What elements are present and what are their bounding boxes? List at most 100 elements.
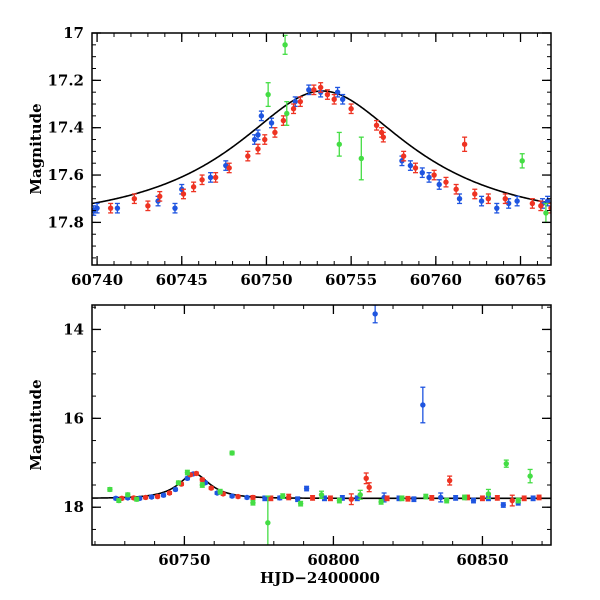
data-point xyxy=(420,402,426,408)
y-tick-label: 17.2 xyxy=(47,71,84,89)
data-point xyxy=(470,497,477,504)
data-point xyxy=(199,476,205,483)
data-point xyxy=(317,84,324,91)
y-tick-label: 16 xyxy=(63,409,84,427)
data-point xyxy=(212,174,219,181)
data-point xyxy=(336,497,343,504)
data-point xyxy=(148,494,155,500)
data-point xyxy=(485,196,492,202)
data-point xyxy=(366,484,372,490)
data-point xyxy=(372,311,378,317)
data-point xyxy=(262,136,268,143)
data-point xyxy=(479,495,486,502)
data-point xyxy=(180,191,187,197)
data-point xyxy=(494,495,501,501)
data-point xyxy=(175,480,182,486)
data-point xyxy=(429,495,435,501)
data-point xyxy=(527,473,533,479)
data-point xyxy=(321,495,328,502)
data-point xyxy=(280,493,286,499)
data-point xyxy=(461,141,468,147)
data-point xyxy=(453,186,459,192)
data-point xyxy=(378,499,384,505)
data-point xyxy=(272,129,278,136)
y-tick-label: 14 xyxy=(63,320,84,338)
data-point xyxy=(107,486,113,493)
data-point xyxy=(134,496,140,502)
data-point xyxy=(461,494,468,501)
y-axis-label: Magnitude xyxy=(27,103,45,194)
data-point xyxy=(485,491,492,497)
x-tick-label: 60755 xyxy=(325,271,377,289)
data-point xyxy=(145,203,151,209)
data-point xyxy=(184,469,191,476)
data-point xyxy=(284,110,290,117)
data-point xyxy=(166,490,173,496)
data-point xyxy=(478,198,485,204)
data-point xyxy=(515,497,521,504)
data-point xyxy=(411,496,417,502)
series-1 xyxy=(119,470,542,507)
data-point xyxy=(268,495,274,502)
plot-data-area xyxy=(92,34,551,224)
data-point xyxy=(107,205,114,211)
data-point xyxy=(431,172,437,178)
data-point xyxy=(358,155,365,162)
data-point xyxy=(318,492,325,498)
data-point xyxy=(334,89,341,95)
data-point xyxy=(297,500,304,507)
data-point xyxy=(114,205,121,211)
data-point xyxy=(521,495,527,502)
data-point xyxy=(519,158,525,164)
series-0 xyxy=(92,84,551,216)
data-point xyxy=(245,153,251,159)
data-point xyxy=(311,87,317,93)
data-point xyxy=(412,165,419,171)
data-point xyxy=(505,200,512,207)
data-point xyxy=(265,91,271,98)
y-tick-label: 17.8 xyxy=(47,213,84,231)
data-point xyxy=(446,477,453,484)
x-tick-label: 60740 xyxy=(71,271,123,289)
data-point xyxy=(494,205,500,211)
y-tick-label: 17 xyxy=(63,24,84,42)
data-point xyxy=(543,210,549,216)
data-point xyxy=(530,495,536,502)
data-point xyxy=(255,132,261,138)
data-point xyxy=(172,205,178,211)
data-point xyxy=(363,475,369,482)
data-point xyxy=(297,98,304,105)
data-point xyxy=(282,42,288,48)
data-point xyxy=(116,497,122,504)
y-tick-label: 18 xyxy=(63,498,84,516)
series-2 xyxy=(265,34,549,224)
series-1 xyxy=(107,82,551,214)
data-point xyxy=(400,153,407,159)
data-point xyxy=(503,460,509,467)
data-point xyxy=(268,120,275,126)
data-point xyxy=(324,91,331,98)
data-point xyxy=(255,146,261,152)
data-point xyxy=(172,486,179,493)
x-tick-label: 60750 xyxy=(240,271,292,289)
series-0 xyxy=(113,305,536,508)
data-point xyxy=(538,203,544,209)
data-point xyxy=(229,493,235,499)
data-point xyxy=(472,191,478,197)
data-point xyxy=(327,495,334,502)
data-point xyxy=(331,96,337,102)
data-point xyxy=(544,198,551,204)
data-point xyxy=(423,493,429,500)
data-point xyxy=(217,488,223,495)
data-point xyxy=(251,136,258,143)
data-point xyxy=(154,493,161,500)
data-point xyxy=(226,165,232,171)
data-point xyxy=(384,495,390,502)
data-point xyxy=(250,500,256,506)
data-point xyxy=(426,174,432,181)
data-point xyxy=(280,117,287,124)
data-point xyxy=(157,193,163,200)
data-point xyxy=(405,496,411,502)
data-point xyxy=(292,98,298,105)
